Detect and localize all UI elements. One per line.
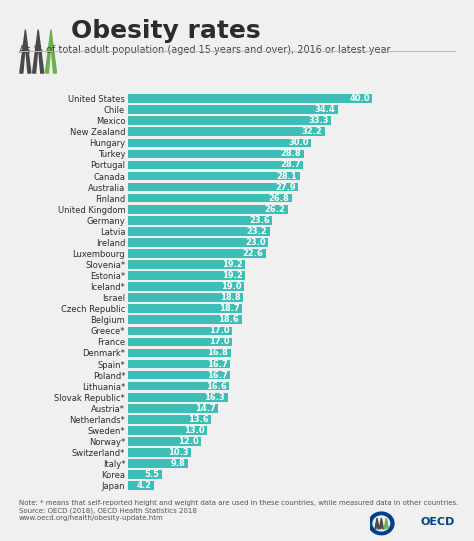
Text: 16.7: 16.7 <box>207 360 228 368</box>
Polygon shape <box>384 518 388 529</box>
Bar <box>128 338 232 346</box>
Text: 33.3: 33.3 <box>309 116 329 125</box>
Polygon shape <box>20 30 31 73</box>
Text: 16.6: 16.6 <box>206 381 227 391</box>
Bar <box>128 105 338 114</box>
Text: 16.8: 16.8 <box>208 348 228 358</box>
Bar <box>128 470 162 479</box>
Text: 17.0: 17.0 <box>209 326 229 335</box>
Bar <box>128 348 231 357</box>
Bar <box>128 448 191 457</box>
Text: 22.6: 22.6 <box>243 249 264 258</box>
Text: 28.7: 28.7 <box>280 161 301 169</box>
Bar <box>128 481 154 490</box>
Text: 10.3: 10.3 <box>168 448 189 457</box>
Bar <box>128 382 229 391</box>
Bar <box>128 238 268 247</box>
Bar <box>128 183 299 192</box>
Text: 12.0: 12.0 <box>178 437 199 446</box>
Text: 23.0: 23.0 <box>246 238 266 247</box>
Text: 26.8: 26.8 <box>268 194 289 203</box>
Bar <box>128 293 243 302</box>
Bar <box>128 260 245 269</box>
Bar <box>128 426 208 434</box>
Bar <box>128 271 245 280</box>
Text: 13.0: 13.0 <box>184 426 205 435</box>
Text: 28.8: 28.8 <box>281 149 301 159</box>
Bar <box>128 171 300 180</box>
Bar <box>128 194 292 202</box>
Text: 27.9: 27.9 <box>275 182 296 192</box>
Text: 19.0: 19.0 <box>221 282 242 291</box>
Text: 18.8: 18.8 <box>220 293 240 302</box>
Text: 17.0: 17.0 <box>209 338 229 346</box>
Text: 16.7: 16.7 <box>207 371 228 380</box>
Text: 40.0: 40.0 <box>349 94 370 103</box>
Text: 13.6: 13.6 <box>188 415 209 424</box>
Text: 23.6: 23.6 <box>249 216 270 225</box>
Text: 9.8: 9.8 <box>171 459 185 468</box>
Bar <box>128 315 242 324</box>
Text: 14.7: 14.7 <box>195 404 215 413</box>
Bar <box>128 459 188 468</box>
Text: 4.2: 4.2 <box>136 481 151 490</box>
Text: 19.2: 19.2 <box>222 271 243 280</box>
Polygon shape <box>46 30 56 73</box>
Bar <box>128 150 304 158</box>
Bar <box>128 282 244 291</box>
Bar <box>128 305 242 313</box>
Circle shape <box>373 516 390 531</box>
Text: 34.4: 34.4 <box>315 105 336 114</box>
Bar <box>128 116 331 125</box>
Text: 16.3: 16.3 <box>204 393 225 402</box>
Text: 23.2: 23.2 <box>246 227 267 236</box>
Text: 32.2: 32.2 <box>301 127 322 136</box>
Text: 28.1: 28.1 <box>276 171 297 181</box>
Bar <box>128 327 232 335</box>
Bar <box>128 360 230 368</box>
Text: As % of total adult population (aged 15 years and over), 2016 or latest year: As % of total adult population (aged 15 … <box>19 45 391 55</box>
Polygon shape <box>375 518 379 529</box>
Text: 26.2: 26.2 <box>264 204 286 214</box>
Text: 30.0: 30.0 <box>288 138 309 147</box>
Polygon shape <box>379 518 383 529</box>
Bar <box>128 437 201 446</box>
Text: Note: * means that self-reported height and weight data are used in these countr: Note: * means that self-reported height … <box>19 500 458 521</box>
Bar <box>128 205 288 214</box>
Bar <box>128 404 218 413</box>
Text: 19.2: 19.2 <box>222 260 243 269</box>
Text: Obesity rates: Obesity rates <box>71 19 261 43</box>
Bar <box>128 371 230 379</box>
Bar <box>128 249 266 258</box>
Text: 18.7: 18.7 <box>219 304 240 313</box>
Polygon shape <box>33 30 44 73</box>
Bar <box>128 138 311 147</box>
Bar <box>128 94 373 103</box>
Bar <box>128 216 272 225</box>
Text: 18.6: 18.6 <box>219 315 239 324</box>
Bar <box>128 227 270 236</box>
Text: OECD: OECD <box>420 518 455 527</box>
Bar <box>128 128 325 136</box>
Bar <box>128 415 211 424</box>
Bar <box>128 393 228 401</box>
Bar <box>128 161 303 169</box>
Text: 5.5: 5.5 <box>144 470 159 479</box>
Circle shape <box>369 512 394 535</box>
